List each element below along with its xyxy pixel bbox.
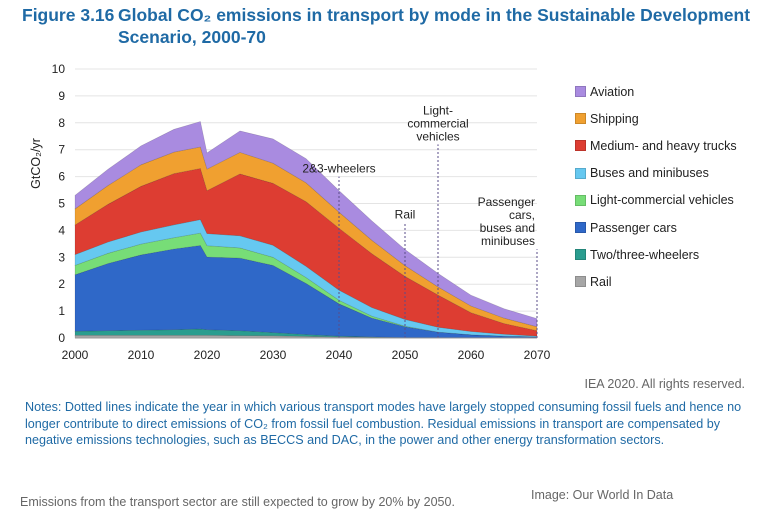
- legend-label: Passenger cars: [590, 220, 677, 235]
- figure-number: Figure 3.16: [22, 5, 115, 25]
- y-tick-label: 10: [52, 62, 66, 76]
- legend-swatch: [575, 113, 586, 125]
- legend-item: Medium- and heavy trucks: [575, 132, 770, 159]
- legend-item: Two/three-wheelers: [575, 241, 770, 268]
- x-tick-label: 2010: [128, 348, 155, 362]
- emissions-chart: 2&3-wheelers Rail Light-commercialvehicles…: [29, 62, 551, 362]
- legend-label: Two/three-wheelers: [590, 247, 700, 262]
- legend-swatch: [575, 167, 586, 179]
- legend-swatch: [575, 276, 586, 288]
- area-shipping: [74, 146, 538, 332]
- legend-label: Light-commercial vehicles: [590, 193, 734, 208]
- copyright-credit: IEA 2020. All rights reserved.: [584, 377, 745, 391]
- image-caption: Emissions from the transport sector are …: [20, 495, 455, 509]
- legend-label: Rail: [590, 274, 612, 289]
- legend-label: Aviation: [590, 84, 635, 99]
- legend-label: Medium- and heavy trucks: [590, 138, 737, 153]
- legend-item: Light-commercial vehicles: [575, 187, 770, 214]
- legend-item: Passenger cars: [575, 214, 770, 241]
- y-tick-label: 9: [58, 89, 65, 103]
- annotation-label: cars,: [509, 208, 535, 222]
- chart-legend: Aviation Shipping Medium- and heavy trucks…: [575, 78, 770, 296]
- annotation-label: 2&3-wheelers: [302, 162, 375, 176]
- image-credit: Image: Our World In Data: [531, 488, 674, 502]
- figure-title: Figure 3.16 Global CO₂ emissions in trans…: [22, 4, 762, 48]
- legend-swatch: [575, 140, 586, 152]
- legend-item: Shipping: [575, 105, 770, 132]
- y-tick-label: 3: [58, 250, 65, 264]
- legend-swatch: [575, 249, 586, 261]
- annotation-label: buses and: [480, 221, 535, 235]
- legend-label: Shipping: [590, 111, 639, 126]
- x-tick-label: 2040: [326, 348, 353, 362]
- y-tick-label: 6: [58, 170, 65, 184]
- x-tick-label: 2060: [458, 348, 485, 362]
- figure-title-line2: Scenario, 2000-70: [118, 27, 266, 47]
- y-tick-label: 0: [58, 331, 65, 345]
- legend-swatch: [575, 222, 586, 234]
- y-tick-label: 7: [58, 143, 65, 157]
- legend-item: Buses and minibuses: [575, 160, 770, 187]
- area-aviation: [74, 121, 538, 328]
- x-tick-label: 2000: [62, 348, 89, 362]
- annotations: 2&3-wheelers Rail Light-commercialvehicles…: [302, 103, 538, 338]
- axes: 0 1 2 3 4 5 6 7 8 9 10 2000 2010 2020 2030 2040 2050 2060…: [29, 62, 551, 362]
- figure-title-line1: Global CO₂ emissions in transport by mod…: [118, 5, 751, 25]
- y-tick-label: 2: [58, 277, 65, 291]
- annotation-label: commercial: [407, 116, 468, 130]
- y-axis-label: GtCO₂/yr: [29, 138, 43, 189]
- annotation-label: Passenger: [478, 195, 535, 209]
- annotation-label: vehicles: [416, 129, 459, 143]
- annotation-label: minibuses: [481, 234, 535, 248]
- legend-swatch: [575, 86, 586, 98]
- x-tick-label: 2070: [524, 348, 551, 362]
- legend-item: Aviation: [575, 78, 770, 105]
- x-tick-label: 2020: [194, 348, 221, 362]
- y-tick-label: 8: [58, 116, 65, 130]
- y-tick-label: 5: [58, 197, 65, 211]
- x-tick-label: 2030: [260, 348, 287, 362]
- figure-notes: Notes: Dotted lines indicate the year in…: [25, 400, 742, 447]
- legend-swatch: [575, 194, 586, 206]
- y-tick-label: 1: [58, 304, 65, 318]
- annotation-label: Rail: [395, 207, 416, 221]
- legend-label: Buses and minibuses: [590, 166, 709, 181]
- x-tick-label: 2050: [392, 348, 419, 362]
- annotation-label: Light-: [423, 103, 453, 117]
- legend-item: Rail: [575, 268, 770, 295]
- stacked-areas: [74, 121, 538, 339]
- y-tick-label: 4: [58, 223, 65, 237]
